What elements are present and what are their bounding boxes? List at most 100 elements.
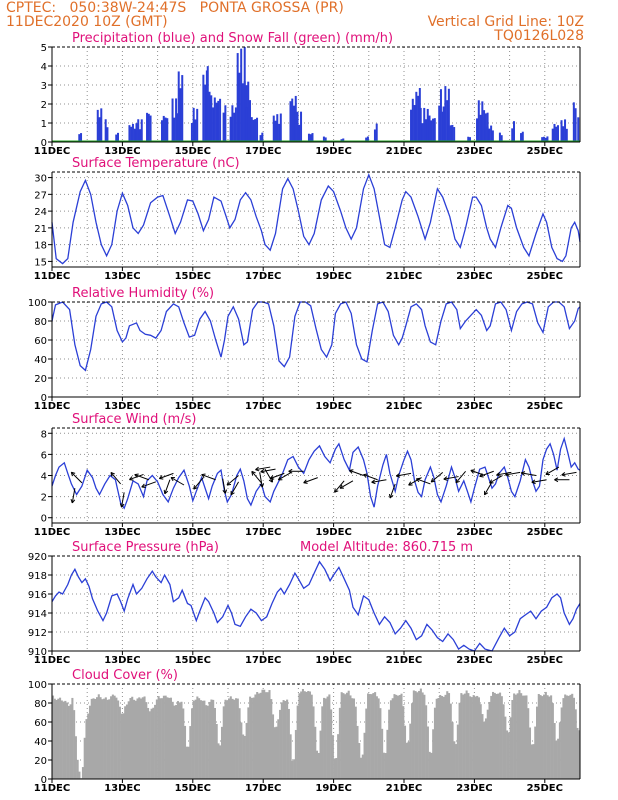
cloud-bar — [497, 693, 500, 779]
cloud-bar — [196, 696, 199, 779]
cloud-bar — [286, 699, 289, 779]
cloud-bar — [567, 695, 570, 779]
cloud-bar — [307, 691, 310, 779]
precip-bar — [130, 126, 133, 142]
wind-arrow-head — [531, 479, 536, 483]
cloud-bar — [419, 688, 422, 779]
cloud-bar — [210, 699, 213, 779]
x-tick-label: 19DEC — [315, 783, 351, 794]
cloud-bar — [166, 697, 169, 779]
cloud-bar — [506, 730, 509, 779]
cloud-bar — [140, 698, 143, 779]
wind-arrow-head — [363, 473, 368, 476]
wind-arrow-head — [251, 470, 256, 474]
x-tick-label: 13DEC — [104, 783, 140, 794]
wind-arrow — [226, 475, 239, 486]
precip-bar — [467, 136, 470, 142]
precip-bar — [500, 135, 503, 142]
wind-arrow-head — [269, 475, 274, 479]
wind-arrow-head — [505, 474, 510, 477]
wind-arrow — [170, 477, 185, 486]
precip-bar — [577, 117, 580, 142]
cloud-bar — [448, 693, 451, 779]
cloud-bar — [333, 758, 336, 779]
precip-bar — [238, 72, 241, 142]
cloud-bar — [493, 692, 496, 779]
wind-arrow-head — [303, 482, 308, 484]
precip-bar — [254, 119, 257, 142]
x-tick-label: 23DEC — [456, 271, 492, 282]
cloud-bar — [416, 692, 419, 779]
cloud-bar — [440, 696, 444, 779]
wind-arrow — [70, 488, 76, 504]
wind-arrow-head — [443, 476, 448, 480]
precip-bar — [447, 126, 450, 142]
wind-arrow — [561, 471, 577, 477]
cloud-bar — [67, 705, 70, 779]
wind-arrow-head — [201, 473, 206, 476]
cloud-bar — [154, 704, 157, 779]
cloud-bar — [411, 703, 414, 779]
cloud-bar — [433, 707, 436, 779]
cloud-bar — [488, 701, 491, 779]
precip-bar — [164, 117, 167, 142]
cloud-bar — [492, 691, 495, 779]
cloud-bar — [132, 699, 136, 779]
cloud-bar — [293, 759, 296, 779]
wind-arrow-shaft — [170, 477, 185, 486]
cloud-bar — [134, 700, 137, 779]
cloud-bar — [368, 694, 371, 779]
y-tick-label: 18 — [34, 241, 47, 252]
precip-bar — [294, 95, 297, 142]
cloud-bar — [117, 700, 120, 779]
y-tick-label: 0 — [41, 514, 47, 525]
precip-bar — [342, 138, 345, 142]
cloud-bar — [213, 707, 216, 779]
cloud-bar — [502, 704, 505, 779]
precip-bar — [289, 101, 292, 142]
wind-arrow-head — [110, 472, 113, 477]
wind-arrow — [259, 472, 265, 488]
wind-arrow — [443, 476, 459, 481]
wind-arrow-head — [521, 471, 526, 474]
cloud-bar — [513, 693, 516, 779]
cloud-bar — [495, 693, 498, 779]
wind-arrow — [470, 469, 486, 476]
panel-title: Surface Temperature (nC) — [72, 156, 240, 171]
precip-bar — [546, 136, 549, 142]
cloud-bar — [572, 697, 576, 779]
cloud-bar — [528, 727, 532, 779]
cloud-bar — [187, 746, 190, 779]
cloud-bar — [257, 693, 260, 779]
cloud-bar — [521, 695, 524, 779]
wind-arrow-shaft — [134, 474, 149, 481]
wind-arrow-shaft — [259, 472, 263, 488]
cloud-bar — [138, 697, 141, 779]
cloud-bar — [64, 700, 67, 779]
cloud-bar — [205, 705, 208, 779]
cloud-bar — [449, 703, 452, 779]
wind-arrow-shaft — [70, 471, 83, 484]
cloud-bar — [527, 708, 530, 779]
precip-bar — [243, 81, 246, 142]
cloud-bar — [55, 699, 58, 779]
precip-bar — [140, 119, 143, 142]
precip-bar — [190, 123, 193, 142]
cloud-bar — [432, 729, 435, 779]
wind-arrow — [222, 478, 228, 494]
cloud-bar — [78, 771, 81, 779]
precip-bar — [419, 107, 422, 142]
y-tick-label: 4 — [41, 472, 47, 483]
precip-bar — [117, 132, 119, 142]
wind-arrow-head — [226, 481, 229, 486]
cloud-bar — [388, 709, 391, 779]
cloud-bar — [405, 742, 408, 779]
y-tick-label: 920 — [28, 552, 47, 563]
precip-bar — [365, 137, 368, 142]
cloud-bar — [316, 750, 319, 779]
cloud-bar — [541, 696, 544, 779]
precip-bar — [177, 71, 180, 142]
precip-bar — [206, 66, 209, 142]
precip-bar — [259, 135, 262, 142]
wind-arrow-head — [110, 471, 115, 475]
